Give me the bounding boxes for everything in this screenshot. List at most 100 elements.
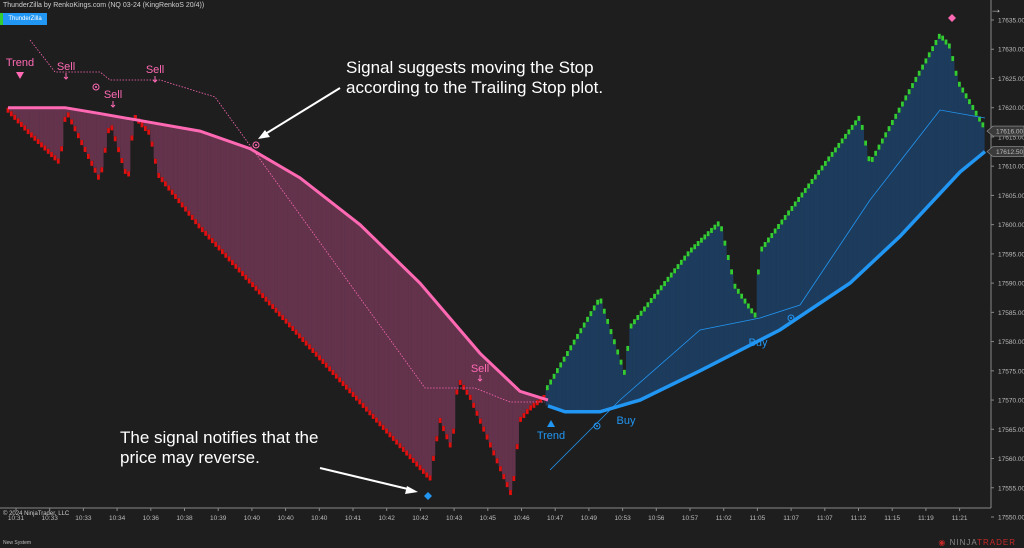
bear-brick <box>509 490 512 496</box>
stop-signal-circle-icon <box>92 83 100 91</box>
bear-brick <box>110 125 114 131</box>
time-tick-label: 10:36 <box>143 515 160 522</box>
bear-brick <box>438 417 442 423</box>
trend-up-triangle-icon <box>547 420 555 427</box>
bear-brick <box>398 443 402 449</box>
time-tick-label: 10:42 <box>379 515 396 522</box>
bear-brick <box>56 158 60 164</box>
stop-price-badge-text: 17612.50 <box>996 149 1023 156</box>
bear-brick <box>418 465 422 471</box>
bear-brick <box>442 426 445 432</box>
bear-brick <box>318 355 321 361</box>
reversal-diamond-icon <box>424 492 432 500</box>
arrow-head-icon <box>405 486 418 494</box>
bull-brick <box>586 316 589 322</box>
price-tick-label: 17605.00 <box>998 193 1024 200</box>
bear-brick <box>405 450 409 456</box>
bear-brick <box>435 436 439 442</box>
stop-signal-dot <box>255 144 257 146</box>
price-tick-label: 17630.00 <box>998 47 1024 54</box>
bull-brick <box>636 315 640 321</box>
price-tick-label: 17610.00 <box>998 164 1024 171</box>
bull-brick <box>726 255 730 261</box>
bull-brick <box>954 70 958 76</box>
bull-brick <box>589 311 593 317</box>
price-tick-label: 17600.00 <box>998 222 1024 229</box>
bear-brick <box>180 202 184 208</box>
bull-brick <box>844 133 847 139</box>
bear-brick <box>311 348 315 354</box>
bull-brick <box>606 318 610 324</box>
bull-brick <box>874 150 878 156</box>
bear-brick <box>177 198 181 204</box>
buy-signal-label: Buy <box>749 337 768 349</box>
bull-brick <box>944 39 948 45</box>
bear-brick <box>50 152 53 158</box>
bull-brick <box>934 39 938 45</box>
bear-brick <box>157 172 161 178</box>
bull-brick <box>797 196 800 202</box>
bull-brick <box>676 264 680 270</box>
bear-brick <box>341 380 345 386</box>
bear-brick <box>328 366 331 372</box>
bull-brick <box>783 214 787 220</box>
bull-brick <box>964 93 968 99</box>
arrow-head-icon <box>258 130 270 139</box>
bear-brick <box>375 417 378 423</box>
bear-brick <box>465 389 469 395</box>
bear-brick <box>338 377 342 383</box>
bear-brick <box>217 245 221 251</box>
bear-brick <box>113 136 117 142</box>
bull-brick <box>730 269 733 275</box>
bear-brick <box>43 145 47 151</box>
bull-brick <box>713 224 717 230</box>
bull-brick <box>723 240 727 246</box>
bear-brick <box>271 304 275 310</box>
bull-brick <box>669 272 673 278</box>
bull-brick <box>830 151 834 157</box>
bear-brick <box>525 409 529 415</box>
bull-brick <box>834 147 837 153</box>
indicator-button-thunderzilla[interactable]: ThunderZilla <box>0 13 47 25</box>
price-tick-label: 17550.00 <box>998 514 1024 521</box>
bull-brick <box>937 33 941 39</box>
bear-brick <box>147 129 151 135</box>
bear-brick <box>261 293 264 299</box>
bull-brick <box>599 298 603 304</box>
time-tick-label: 10:33 <box>42 515 59 522</box>
bear-brick <box>277 311 281 317</box>
bull-brick <box>666 276 670 282</box>
bear-brick <box>445 434 449 440</box>
bull-brick <box>907 89 911 95</box>
price-tick-label: 17595.00 <box>998 251 1024 258</box>
bear-brick <box>87 153 90 159</box>
bull-brick <box>679 259 683 265</box>
bear-brick <box>365 406 368 412</box>
bear-brick <box>164 181 167 187</box>
bear-brick <box>425 472 429 478</box>
bear-brick <box>475 410 479 416</box>
price-tick-label: 17560.00 <box>998 456 1024 463</box>
bull-brick <box>931 46 934 52</box>
bear-brick <box>20 121 23 127</box>
bear-brick <box>16 118 20 124</box>
bull-brick <box>884 132 888 138</box>
bull-trailing-stop-line <box>547 150 987 414</box>
bull-brick <box>559 362 563 368</box>
bull-brick <box>582 322 586 328</box>
bull-brick <box>914 76 918 82</box>
trend-signal-label: Trend <box>6 57 34 69</box>
bull-brick <box>643 306 646 312</box>
bull-brick <box>733 283 737 289</box>
bull-brick <box>894 113 898 119</box>
bull-brick <box>971 104 975 110</box>
bear-brick <box>522 413 526 419</box>
bear-brick <box>361 402 365 408</box>
stop-signal-circle-icon <box>252 141 260 149</box>
bear-brick <box>478 418 482 424</box>
bear-brick <box>133 114 137 120</box>
bear-brick <box>46 148 50 154</box>
bear-brick <box>291 326 295 332</box>
scroll-right-arrow-icon[interactable]: → <box>990 2 1002 16</box>
